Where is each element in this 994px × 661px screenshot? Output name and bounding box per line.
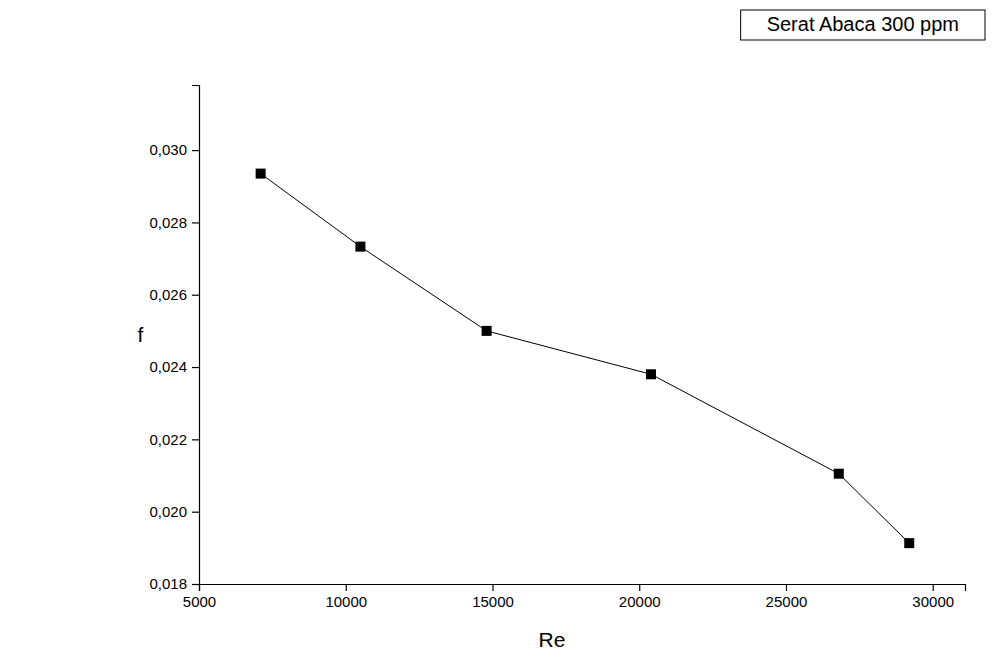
tick-label: 5000: [183, 593, 216, 610]
marker: [256, 169, 266, 179]
x-axis: 5000 10000 15000 20000 25000 30000: [183, 584, 966, 610]
y-axis: 0,018 0,020 0,022 0,024 0,026 0,028 0,030: [149, 86, 199, 593]
tick-label: 10000: [325, 593, 367, 610]
legend-label: Serat Abaca 300 ppm: [767, 13, 959, 35]
tick: 30000: [912, 584, 954, 610]
tick: 10000: [325, 584, 367, 610]
tick-mark: [192, 367, 199, 368]
tick-label: 0,022: [149, 431, 187, 448]
marker: [646, 369, 656, 379]
marker: [904, 538, 914, 548]
tick-label: 30000: [912, 593, 954, 610]
tick-label: 20000: [619, 593, 661, 610]
tick-mark: [192, 439, 199, 440]
tick-label: 15000: [472, 593, 514, 610]
tick-mark: [639, 584, 640, 591]
tick-mark: [492, 584, 493, 591]
tick: 0,024: [149, 358, 199, 375]
tick: 0,026: [149, 286, 199, 303]
legend-box: [741, 10, 985, 40]
axis-line: [192, 86, 200, 585]
tick-mark: [192, 222, 199, 223]
y-axis-title: f: [138, 323, 144, 346]
tick: 15000: [472, 584, 514, 610]
x-axis-title: Re: [539, 628, 566, 651]
tick: 0,020: [149, 503, 199, 520]
tick-mark: [933, 584, 934, 591]
tick-label: 0,028: [149, 214, 187, 231]
tick-label: 0,030: [149, 141, 187, 158]
tick-mark: [192, 150, 199, 151]
tick-mark: [192, 295, 199, 296]
axis-line: [200, 585, 966, 592]
tick-mark: [192, 512, 199, 513]
marker: [355, 242, 365, 252]
tick: 0,018: [149, 575, 199, 592]
tick-label: 25000: [766, 593, 808, 610]
tick: 0,030: [149, 141, 199, 158]
tick-mark: [346, 584, 347, 591]
series-line: [261, 174, 910, 544]
tick-label: 0,024: [149, 358, 187, 375]
plot-area: [256, 169, 915, 549]
tick: 5000: [183, 584, 216, 610]
marker: [834, 469, 844, 479]
tick: 20000: [619, 584, 661, 610]
tick: 25000: [766, 584, 808, 610]
tick-mark: [192, 584, 199, 585]
tick: 0,022: [149, 431, 199, 448]
legend: Serat Abaca 300 ppm: [741, 10, 985, 40]
chart: 500010000150002000025000300000,0180,0200…: [0, 0, 994, 661]
tick-label: 0,018: [149, 575, 187, 592]
tick-label: 0,026: [149, 286, 187, 303]
tick: 0,028: [149, 214, 199, 231]
tick-label: 0,020: [149, 503, 187, 520]
tick-mark: [786, 584, 787, 591]
marker: [482, 326, 492, 336]
